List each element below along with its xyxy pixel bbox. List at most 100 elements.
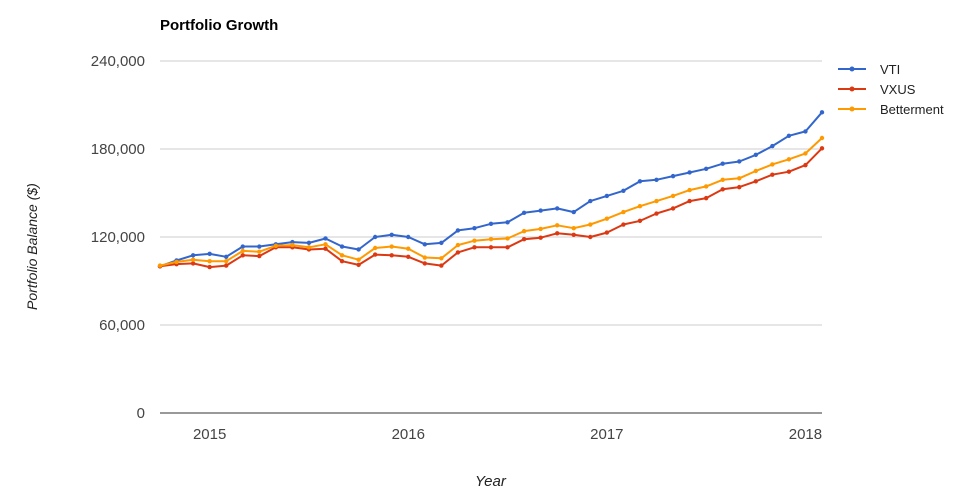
- legend-marker: [849, 106, 855, 112]
- data-point: [654, 211, 659, 216]
- data-point: [406, 246, 411, 251]
- data-point: [190, 261, 196, 266]
- data-point: [323, 246, 328, 251]
- data-point: [372, 252, 378, 257]
- data-point: [505, 245, 510, 250]
- data-point: [439, 240, 444, 246]
- data-point: [356, 247, 361, 252]
- data-point: [770, 172, 775, 177]
- data-point: [604, 216, 610, 221]
- data-point: [323, 236, 328, 241]
- data-point: [637, 218, 643, 224]
- data-point: [190, 253, 196, 258]
- data-point: [389, 244, 394, 249]
- data-point: [339, 244, 345, 249]
- data-point: [538, 208, 543, 213]
- data-point: [422, 261, 427, 266]
- data-point: [455, 242, 461, 248]
- data-point: [224, 263, 229, 268]
- data-point: [803, 162, 808, 168]
- x-tick-label: 2018: [789, 426, 822, 443]
- data-point: [637, 179, 643, 184]
- data-point: [770, 143, 775, 149]
- data-point: [555, 231, 560, 236]
- y-tick-label: 180,000: [91, 141, 145, 158]
- data-point: [455, 228, 461, 233]
- data-point: [786, 169, 792, 174]
- data-point: [621, 222, 626, 227]
- data-point: [654, 198, 659, 204]
- data-point: [770, 162, 775, 167]
- y-tick-label: 240,000: [91, 53, 145, 70]
- data-point: [555, 223, 560, 228]
- data-point: [257, 253, 262, 259]
- data-point: [720, 177, 725, 182]
- y-axis-label: Portfolio Balance ($): [24, 183, 40, 310]
- data-point: [670, 173, 676, 179]
- data-point: [720, 161, 725, 166]
- data-point: [422, 255, 427, 260]
- data-point: [538, 226, 543, 232]
- data-point: [356, 257, 361, 262]
- data-point: [703, 195, 709, 201]
- data-point: [521, 210, 527, 215]
- data-point: [372, 245, 378, 251]
- y-tick-label: 0: [137, 405, 145, 422]
- data-point: [588, 198, 593, 204]
- data-point: [753, 179, 758, 184]
- data-point: [207, 259, 212, 264]
- data-point: [803, 129, 808, 134]
- data-point: [339, 253, 345, 258]
- data-point: [157, 263, 163, 268]
- data-point: [224, 259, 229, 264]
- data-point: [819, 146, 825, 151]
- data-point: [273, 243, 279, 248]
- x-axis-label: Year: [475, 473, 506, 490]
- data-point: [257, 244, 262, 249]
- data-point: [538, 235, 543, 240]
- data-point: [571, 232, 576, 237]
- data-point: [240, 248, 245, 254]
- data-point: [439, 263, 444, 268]
- legend-marker: [849, 86, 855, 92]
- data-point: [406, 234, 411, 240]
- data-point: [472, 238, 477, 243]
- data-point: [439, 256, 444, 261]
- data-point: [803, 151, 808, 156]
- data-point: [786, 157, 792, 162]
- data-point: [588, 234, 593, 240]
- data-point: [819, 110, 825, 115]
- data-point: [703, 184, 709, 189]
- data-point: [786, 133, 792, 138]
- data-point: [604, 193, 610, 199]
- chart-title: Portfolio Growth: [160, 17, 279, 34]
- data-point: [571, 209, 576, 215]
- data-point: [521, 228, 527, 234]
- data-point: [472, 226, 477, 231]
- data-point: [621, 209, 626, 215]
- data-point: [472, 245, 477, 250]
- legend-marker: [849, 66, 855, 72]
- data-point: [670, 193, 676, 199]
- data-point: [207, 264, 212, 270]
- legend-label: VTI: [880, 62, 900, 77]
- data-point: [720, 187, 725, 192]
- data-point: [323, 242, 328, 247]
- x-tick-label: 2015: [193, 426, 226, 443]
- data-point: [389, 232, 394, 237]
- data-point: [389, 253, 394, 258]
- x-tick-label: 2016: [392, 426, 425, 443]
- data-point: [621, 188, 626, 193]
- data-point: [488, 237, 494, 242]
- legend-label: VXUS: [880, 82, 916, 97]
- data-point: [687, 187, 692, 193]
- data-point: [753, 152, 758, 158]
- data-point: [687, 170, 692, 175]
- data-point: [737, 176, 742, 181]
- data-point: [372, 234, 378, 240]
- data-point: [737, 184, 742, 190]
- data-point: [190, 257, 196, 262]
- data-point: [703, 166, 709, 171]
